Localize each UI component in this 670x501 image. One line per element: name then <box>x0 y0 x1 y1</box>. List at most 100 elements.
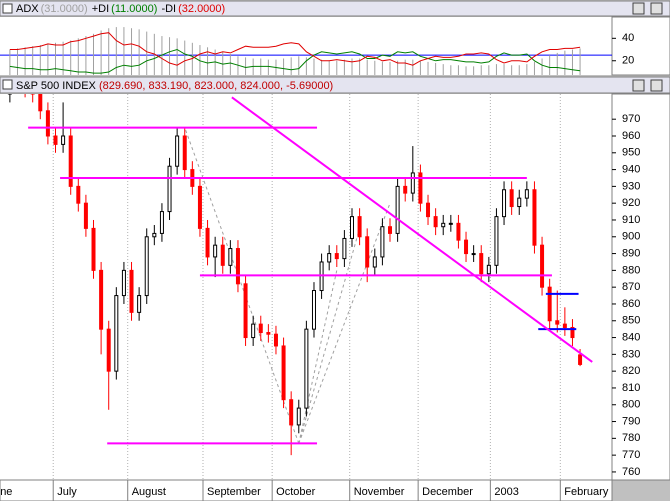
candle-body <box>281 345 286 401</box>
candle-body <box>494 216 499 266</box>
close-button[interactable] <box>650 79 663 92</box>
candle-body <box>258 323 263 334</box>
candle-body <box>61 135 66 145</box>
candle-body <box>380 226 385 258</box>
candle-body <box>137 295 142 313</box>
y-tick-label: 850 <box>622 315 640 327</box>
y-tick-label: 20 <box>622 55 634 67</box>
candle-body <box>68 135 73 187</box>
candle-body <box>578 354 583 365</box>
quote: (829.690, 833.190, 823.000, 824.000, -5.… <box>99 80 333 92</box>
candle-body <box>167 165 172 213</box>
candle-body <box>45 110 50 137</box>
panel-title: S&P 500 INDEX (829.690, 833.190, 823.000… <box>16 80 333 92</box>
candle-body <box>334 253 339 260</box>
candle-body <box>570 326 575 339</box>
candle-body <box>365 236 370 268</box>
candle-body <box>388 226 393 234</box>
candle-body <box>517 197 522 208</box>
candle-body <box>304 328 309 409</box>
candle-body <box>524 189 529 199</box>
candle-body <box>441 222 446 228</box>
candle-body <box>547 286 552 322</box>
y-tick-label: 900 <box>622 231 640 243</box>
panel-icon <box>2 3 13 14</box>
candle-body <box>448 222 453 225</box>
candle-body <box>144 236 149 297</box>
candle-body <box>327 253 332 263</box>
candle-body <box>540 244 545 288</box>
candle-body <box>30 94 35 95</box>
candle-body <box>91 227 96 271</box>
axis-area <box>611 93 670 481</box>
close-button[interactable] <box>650 2 663 15</box>
candle-body <box>175 135 180 167</box>
candle-body <box>403 185 408 194</box>
y-tick-label: 810 <box>622 382 640 394</box>
candle-body <box>266 332 271 335</box>
candle-body <box>99 269 104 330</box>
panel-title: ADX (31.0000) +DI (11.0000) -DI (32.0000) <box>16 3 225 15</box>
title: S&P 500 INDEX <box>16 80 97 92</box>
candle-body <box>83 202 88 229</box>
candle-body <box>509 189 514 208</box>
y-tick-label: 770 <box>622 449 640 461</box>
y-tick-label: 800 <box>622 399 640 411</box>
candle-body <box>395 185 400 234</box>
panel-icon <box>2 79 13 90</box>
trendline <box>231 96 593 363</box>
candle-body <box>121 269 126 297</box>
x-tick-label: February <box>564 486 609 498</box>
candle-body <box>7 94 12 95</box>
x-tick-label: November <box>354 486 405 498</box>
candle-body <box>76 185 81 204</box>
candle-body <box>228 248 233 266</box>
y-tick-label: 960 <box>622 130 640 142</box>
indicator-name: +DI <box>92 3 109 15</box>
y-tick-label: 950 <box>622 147 640 159</box>
candle-body <box>53 135 58 145</box>
candle-body <box>562 323 567 328</box>
x-tick-label: July <box>57 486 77 498</box>
y-tick-label: 760 <box>622 466 640 478</box>
y-tick-label: 820 <box>622 365 640 377</box>
y-tick-label: 880 <box>622 264 640 276</box>
y-tick-label: 930 <box>622 180 640 192</box>
candle-body <box>357 216 362 238</box>
candle-body <box>159 211 164 234</box>
title-bar <box>0 0 670 17</box>
x-tick-label: August <box>132 486 166 498</box>
fan-line <box>298 203 391 444</box>
candle-body <box>205 227 210 258</box>
maximize-button[interactable] <box>632 79 645 92</box>
candle-body <box>418 172 423 204</box>
candle-body <box>152 232 157 238</box>
y-tick-label: 970 <box>622 113 640 125</box>
maximize-button[interactable] <box>632 2 645 15</box>
candle-body <box>479 253 484 275</box>
candle-body <box>182 135 187 171</box>
candle-body <box>342 237 347 260</box>
indicator-value: (32.0000) <box>178 3 225 15</box>
candle-body <box>197 185 202 229</box>
candle-body <box>426 202 431 218</box>
candle-body <box>289 399 294 426</box>
y-tick-label: 890 <box>622 247 640 259</box>
candle-body <box>251 323 256 339</box>
candle-body <box>106 328 111 372</box>
x-axis-area <box>0 479 613 501</box>
candle-body <box>486 264 491 275</box>
axis-area <box>611 16 670 76</box>
y-tick-label: 920 <box>622 197 640 209</box>
y-tick-label: 870 <box>622 281 640 293</box>
candle-body <box>273 333 278 347</box>
candle-body <box>349 216 354 239</box>
indicator-value: (31.0000) <box>41 3 88 15</box>
candle-body <box>471 253 476 256</box>
x-tick-label: 2003 <box>494 486 518 498</box>
candle-body <box>129 269 134 313</box>
candle-body <box>433 216 438 228</box>
candle-body <box>410 172 415 194</box>
price-plot <box>7 94 593 480</box>
